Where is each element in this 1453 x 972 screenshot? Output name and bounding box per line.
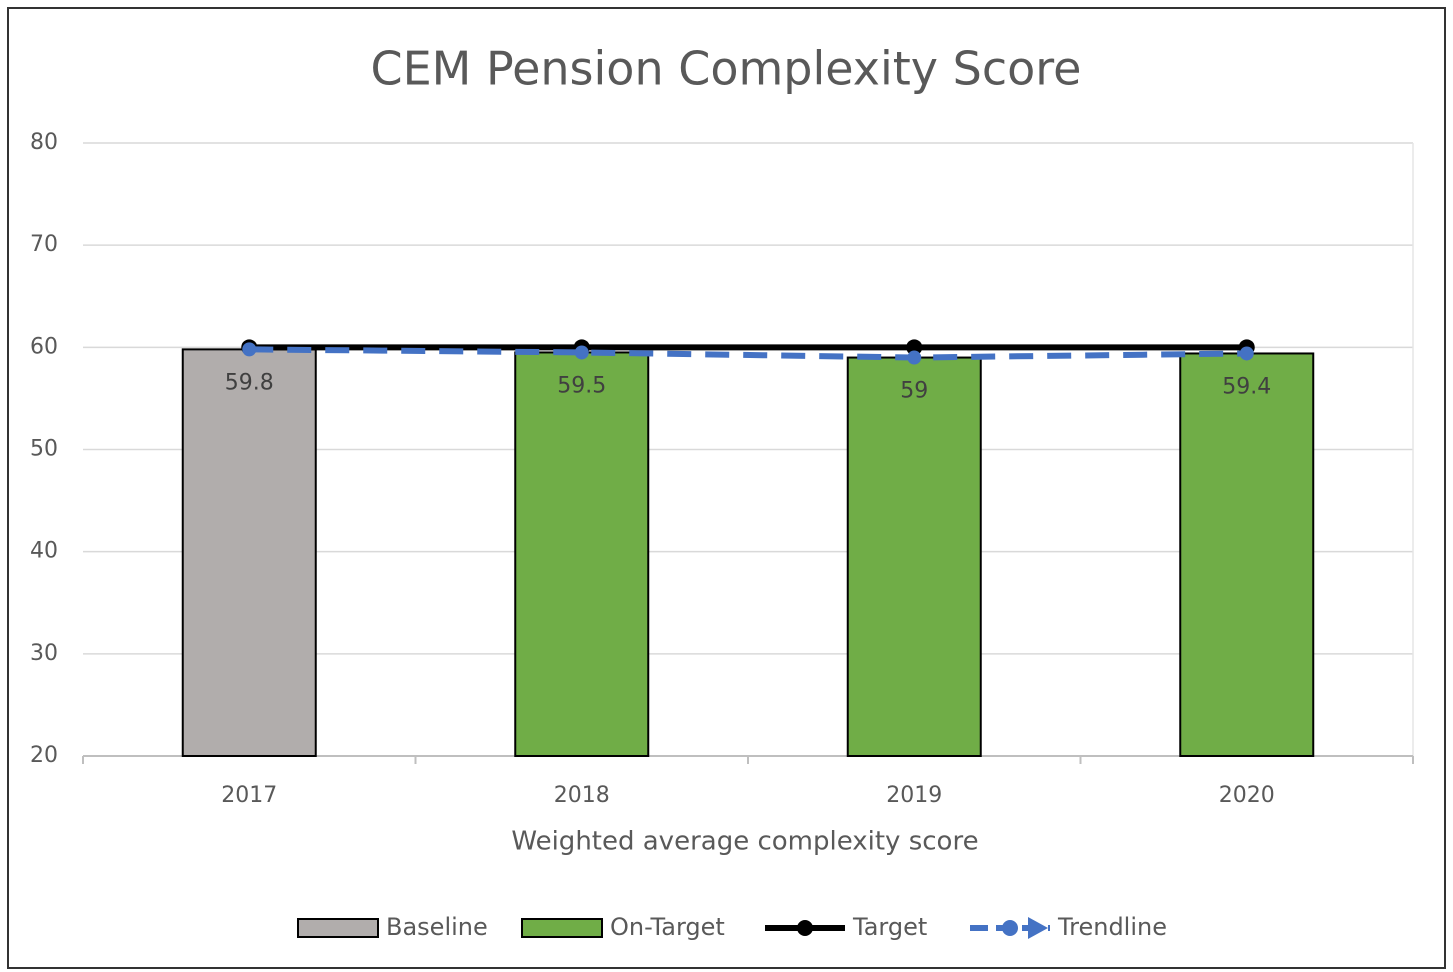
line-marker: [242, 342, 257, 357]
data-label: 59.8: [225, 370, 274, 395]
line-marker: [906, 339, 923, 356]
y-tick-label: 30: [30, 641, 58, 666]
legend-swatch: [297, 918, 379, 938]
y-tick-label: 20: [30, 743, 58, 768]
chart-title: CEM Pension Complexity Score: [371, 42, 1082, 96]
legend-marker: [1002, 920, 1018, 936]
x-axis-label: Weighted average complexity score: [511, 827, 978, 857]
x-tick-label: 2017: [221, 783, 277, 808]
bar: [846, 356, 982, 757]
y-tick-label: 60: [30, 334, 58, 359]
line-marker: [907, 350, 922, 365]
y-tick-label: 40: [30, 539, 58, 564]
data-label: 59: [900, 379, 928, 404]
data-label: 59.4: [1222, 374, 1271, 399]
line: [249, 346, 1247, 361]
bar: [1179, 352, 1315, 757]
bar: [514, 351, 650, 757]
y-tick-label: 70: [30, 232, 58, 257]
data-label: 59.5: [557, 373, 606, 398]
legend-swatch: [521, 918, 603, 938]
x-tick-label: 2020: [1219, 783, 1275, 808]
x-tick-label: 2018: [554, 783, 610, 808]
legend-label: Target: [852, 913, 927, 941]
y-tick-label: 80: [30, 130, 58, 155]
line-marker: [574, 345, 589, 360]
legend-label: On-Target: [610, 913, 725, 941]
legend-label: Baseline: [386, 913, 488, 941]
x-tick-label: 2019: [886, 783, 942, 808]
bar: [181, 348, 317, 757]
legend-arrow: [1028, 917, 1048, 939]
legend-marker: [797, 920, 813, 936]
line-marker: [1239, 346, 1254, 361]
legend-label: Trendline: [1057, 913, 1167, 941]
y-tick-label: 50: [30, 437, 58, 462]
